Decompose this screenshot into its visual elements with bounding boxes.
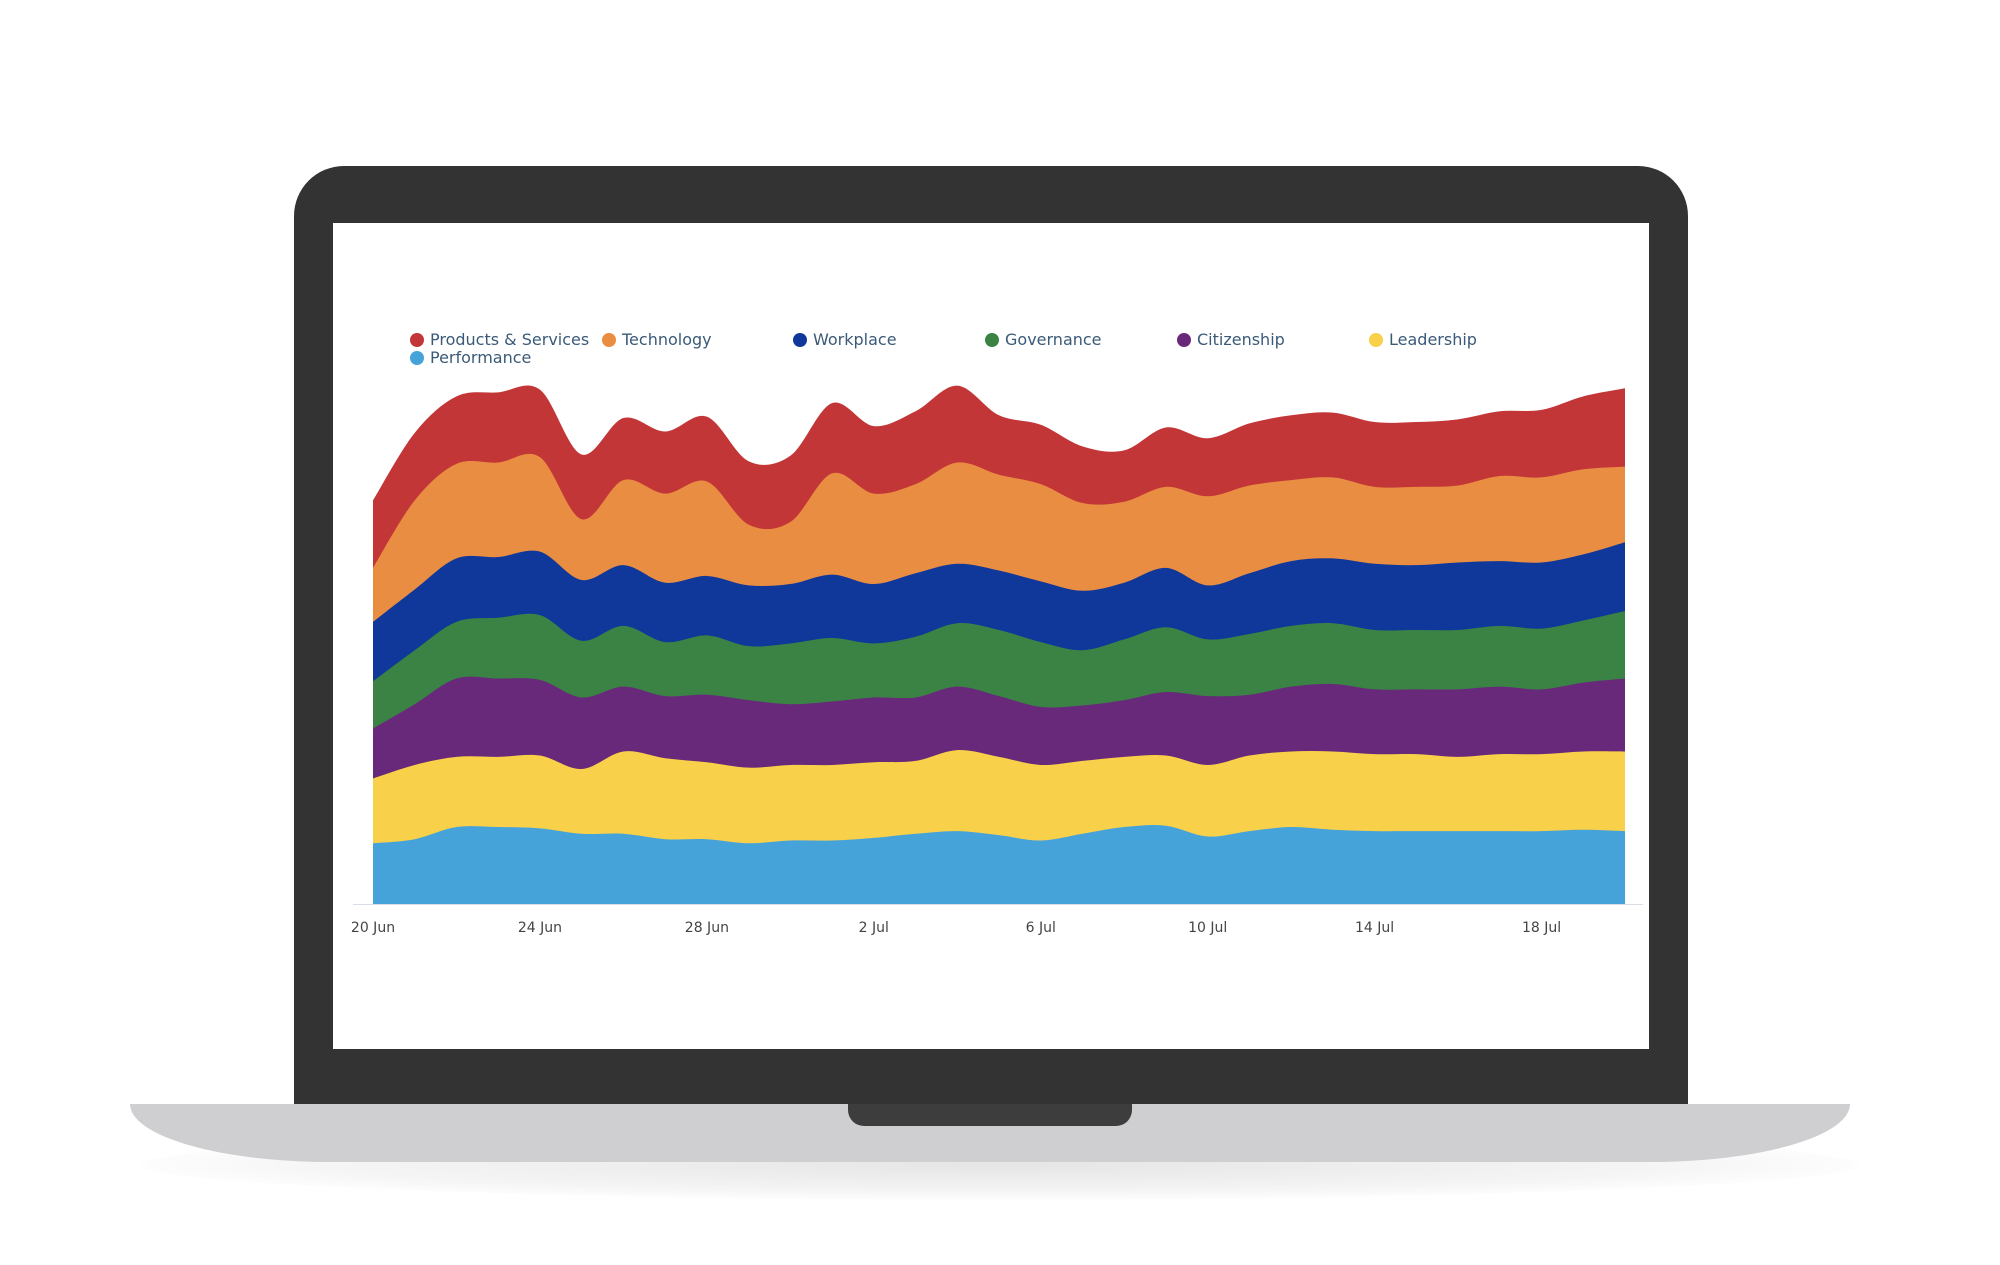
- legend-label: Workplace: [813, 330, 897, 349]
- chart-legend: Products & Services Technology Workplace Go…: [333, 223, 1649, 367]
- legend-label: Citizenship: [1197, 330, 1285, 349]
- legend-marker: [1369, 332, 1383, 347]
- x-tick-label: 20 Jun: [351, 920, 395, 936]
- x-tick-label: 2 Jul: [859, 920, 889, 936]
- legend-marker: [410, 350, 424, 365]
- laptop-notch: [848, 1104, 1132, 1126]
- laptop-screen: Products & Services Technology Workplace Go…: [333, 223, 1649, 1049]
- x-tick-label: 14 Jul: [1355, 920, 1394, 936]
- legend-item-performance[interactable]: Performance: [410, 348, 531, 367]
- legend-marker: [602, 332, 616, 347]
- legend-label: Technology: [622, 330, 712, 349]
- x-tick-label: 24 Jun: [518, 920, 562, 936]
- stacked-area-chart: 20 Jun 24 Jun 28 Jun 2 Jul 6 Jul 10 Jul 14 Jul…: [351, 385, 1643, 936]
- legend-label: Governance: [1005, 330, 1102, 349]
- legend-marker: [793, 332, 807, 347]
- legend-label: Products & Services: [430, 330, 590, 349]
- legend-marker: [1177, 332, 1191, 347]
- legend-label: Performance: [430, 348, 532, 367]
- legend-item-workplace[interactable]: Workplace: [793, 330, 897, 349]
- legend-item-products-services[interactable]: Products & Services: [410, 330, 589, 349]
- legend-item-leadership[interactable]: Leadership: [1369, 330, 1477, 349]
- legend-item-governance[interactable]: Governance: [985, 330, 1102, 349]
- legend-item-technology[interactable]: Technology: [602, 330, 712, 349]
- x-tick-label: 28 Jun: [685, 920, 729, 936]
- x-tick-label: 18 Jul: [1522, 920, 1561, 936]
- x-tick-label: 6 Jul: [1026, 920, 1056, 936]
- x-tick-label: 10 Jul: [1188, 920, 1227, 936]
- legend-label: Leadership: [1389, 330, 1477, 349]
- legend-marker: [410, 332, 424, 347]
- area-series-performance[interactable]: [373, 825, 1625, 904]
- legend-item-citizenship[interactable]: Citizenship: [1177, 330, 1285, 349]
- legend-marker: [985, 332, 999, 347]
